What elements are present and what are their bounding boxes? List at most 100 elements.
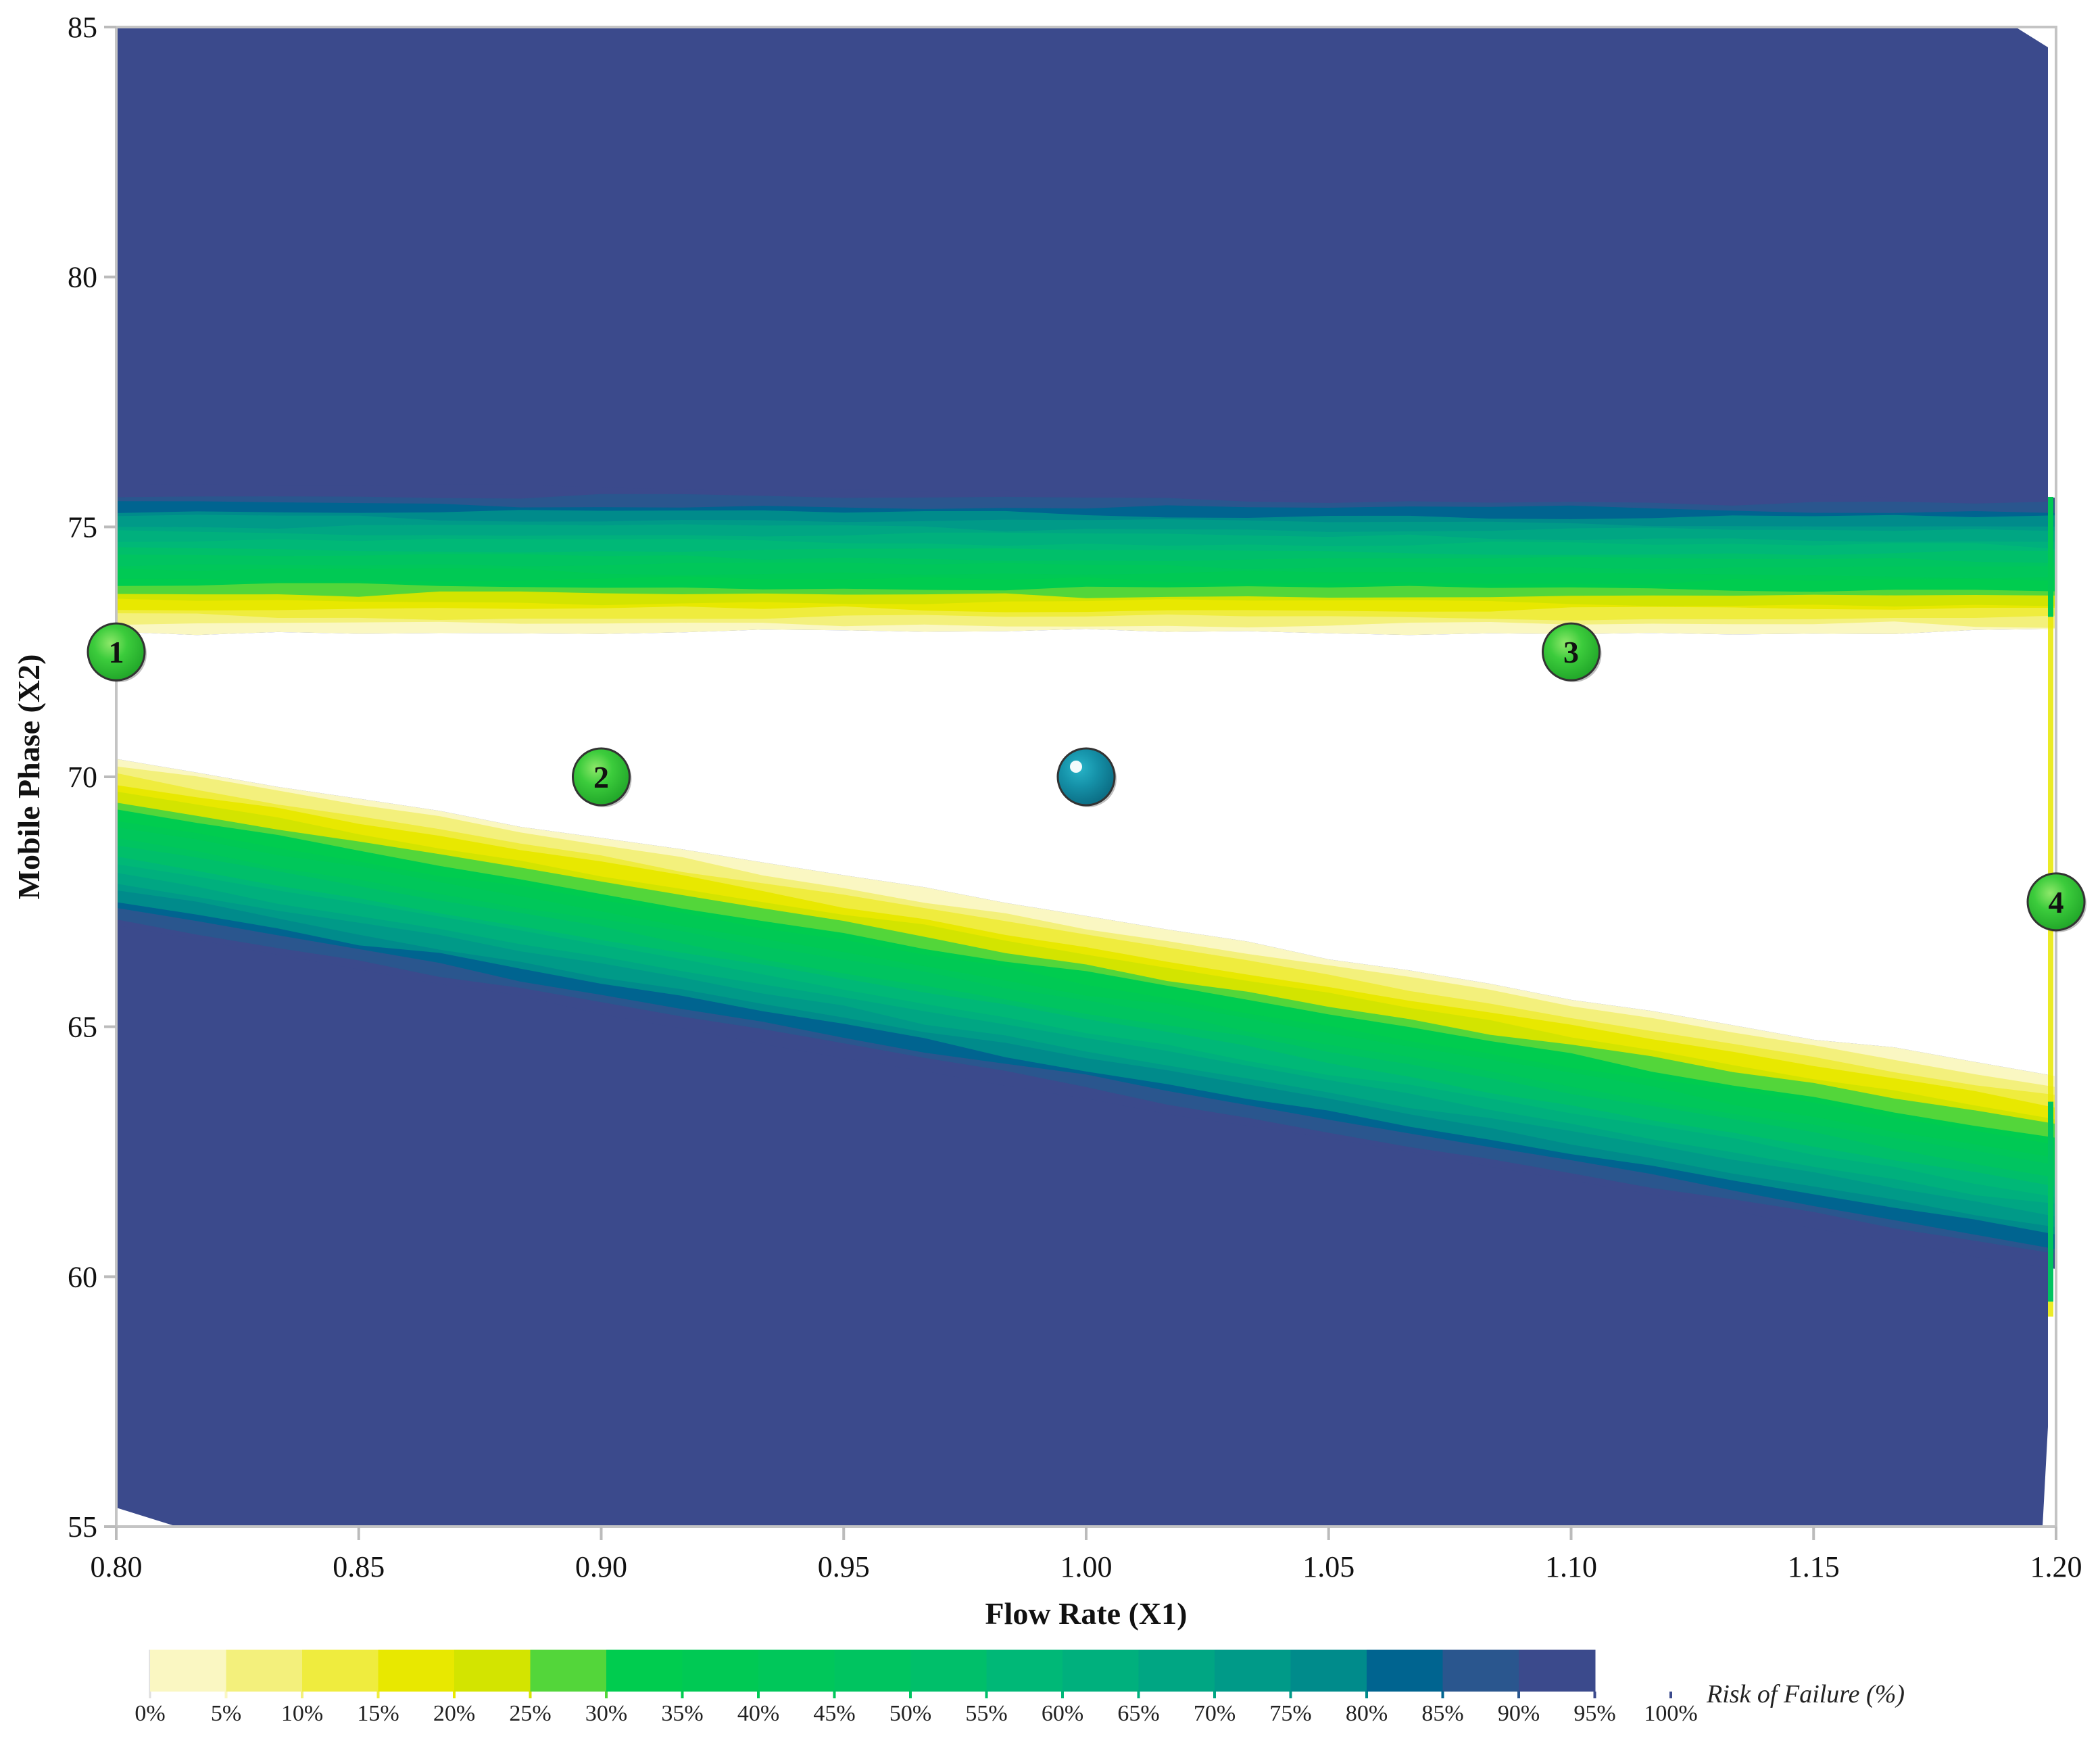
colorbar-swatch [302,1650,379,1692]
x-tick-label: 1.00 [1060,1550,1113,1583]
upper-band-level [116,513,2056,532]
x-tick-label: 1.05 [1302,1550,1354,1583]
x-tick-label: 0.90 [575,1550,627,1583]
y-tick-label: 70 [68,761,97,794]
plot-area: 55 60 65 70 75 80 85 0.80 0.85 0.90 0.95 1.00 1.05 1… [68,11,2086,1583]
lower-band-level [116,919,2056,1269]
design-point-label: 1 [109,635,124,669]
colorbar-tick-label: 60% [1042,1701,1083,1726]
x-tick-label: 0.95 [818,1550,870,1583]
right-edge-strip [2048,1101,2053,1302]
colorbar-swatch [606,1650,683,1692]
upper-band-level [116,597,2056,613]
y-tick-label: 65 [68,1011,97,1044]
colorbar-swatch [1442,1650,1519,1692]
colorbar-swatch [454,1650,531,1692]
colorbar-swatch [378,1650,455,1692]
lower-band-level [116,884,2056,1228]
colorbar-tick-label: 95% [1573,1701,1615,1726]
lower-band-level [116,902,2056,1251]
lower-band-level [116,845,2056,1188]
colorbar-legend: 0% 5% 10% 15% 20% 25% 30% 35% 40% 45% 50% 55% 60% 65%… [135,1650,1698,1726]
lower-band-level [116,890,2056,1236]
upper-band-level [116,567,2056,585]
y-tick-label: 75 [68,510,97,544]
lower-band-level [116,907,2056,1255]
colorbar-tick-label: 30% [585,1701,627,1726]
colorbar-tick-label: 90% [1498,1701,1540,1726]
colorbar-tick-label: 100% [1644,1701,1697,1726]
colorbar-swatch [910,1650,987,1692]
x-tick-label: 1.20 [2030,1550,2082,1583]
colorbar-tick-label: 5% [211,1701,241,1726]
lower-band-level [116,803,2056,1139]
upper-band-level [116,590,2056,607]
colorbar-tick-label: 50% [889,1701,931,1726]
design-point-2[interactable]: 2 [572,747,632,807]
colorbar-swatch [1519,1650,1596,1692]
design-point-label: 2 [593,760,609,794]
x-tick-label: 0.80 [91,1550,143,1583]
lower-band-level [116,785,2056,1121]
design-point-3[interactable]: 3 [1542,622,1602,683]
x-tick-label: 1.15 [1788,1550,1840,1583]
colorbar-title: Risk of Failure (%) [1706,1680,1905,1708]
colorbar-tick-label: 80% [1346,1701,1388,1726]
design-space-region [116,629,2056,1076]
y-tick-label: 85 [68,11,97,44]
colorbar-swatch [530,1650,607,1692]
contour-fill [116,27,2056,1527]
colorbar-tick-label: 85% [1421,1701,1463,1726]
colorbar-swatch [1215,1650,1292,1692]
upper-band-level [116,492,2056,513]
colorbar-swatch [1367,1650,1444,1692]
colorbar-tick-label: 75% [1269,1701,1311,1726]
upper-band-level [116,561,2056,579]
colorbar-tick-label: 55% [965,1701,1007,1726]
lower-band-level [116,856,2056,1199]
upper-band-level [116,508,2056,527]
design-point-label: 3 [1563,635,1579,669]
colorbar-swatch [758,1650,835,1692]
design-point-4[interactable]: 4 [2026,872,2086,932]
colorbar-swatch [834,1650,911,1692]
lower-band-level [116,864,2056,1205]
colorbar-swatch [226,1650,303,1692]
upper-band-level [116,552,2056,570]
colorbar-swatch [150,1650,227,1692]
x-tick-label: 1.10 [1545,1550,1597,1583]
y-tick-label: 60 [68,1260,97,1293]
colorbar-tick-label: 25% [509,1701,551,1726]
colorbar-swatch [986,1650,1063,1692]
design-point-1[interactable]: 1 [87,622,147,683]
upper-band-level [116,575,2056,592]
colorbar-swatch [682,1650,759,1692]
upper-band-level [116,604,2056,621]
y-tick-label: 80 [68,261,97,294]
colorbar-tick-label: 10% [281,1701,323,1726]
colorbar-tick-label: 35% [661,1701,703,1726]
lower-band-level [116,791,2056,1126]
x-axis-title: Flow Rate (X1) [985,1596,1188,1631]
right-edge-strip [2048,617,2053,1317]
design-point-label: 4 [2049,885,2064,919]
y-axis-title: Mobile Phase (X2) [11,654,46,900]
y-tick-label: 55 [68,1510,97,1543]
lower-band-level [116,766,2056,1097]
colorbar-tick-label: 15% [357,1701,399,1726]
lower-band-level [116,821,2056,1159]
center-point-marker[interactable] [1056,747,1117,807]
x-axis: 0.80 0.85 0.90 0.95 1.00 1.05 1.10 1.15 1.20 [91,1527,2082,1583]
y-axis: 55 60 65 70 75 80 85 [68,11,116,1543]
colorbar-swatch [1138,1650,1215,1692]
right-edge-strip [2048,496,2053,617]
lower-band-level [116,838,2056,1179]
upper-band-level [116,484,2056,506]
colorbar-tick-label: 0% [135,1701,165,1726]
upper-band-level [116,581,2056,598]
lower-band-level [116,827,2056,1167]
colorbar-swatch [1063,1650,1140,1692]
colorbar-swatch [1290,1650,1367,1692]
colorbar-tick-label: 45% [813,1701,855,1726]
